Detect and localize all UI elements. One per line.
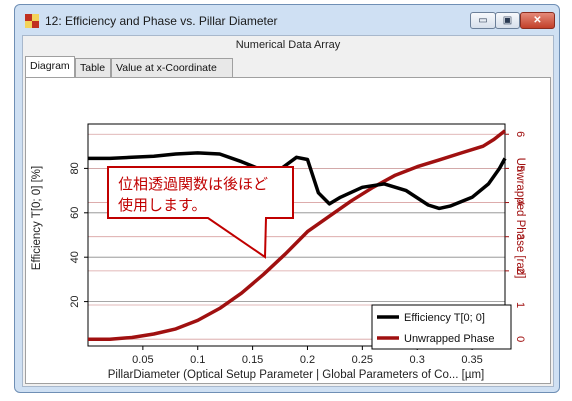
annotation-callout: 位相透過関数は後ほど 使用します。 xyxy=(107,166,294,259)
legend-label-efficiency: Efficiency T[0; 0] xyxy=(404,312,485,324)
x-tick-label: 0.05 xyxy=(132,354,153,366)
tab-value-at-x-coordinate[interactable]: Value at x-Coordinate xyxy=(111,58,233,77)
tab-table[interactable]: Table xyxy=(75,58,111,77)
right-tick-label: 2 xyxy=(514,268,526,274)
legend-box xyxy=(371,304,512,350)
x-tick-label: 0.25 xyxy=(352,354,373,366)
x-tick-label: 0.15 xyxy=(242,354,263,366)
x-tick-label: 0.1 xyxy=(190,354,205,366)
data-array-header: Numerical Data Array xyxy=(235,39,341,51)
x-tick-label: 0.2 xyxy=(300,354,315,366)
legend-label-unwrapped-phase: Unwrapped Phase xyxy=(404,333,495,345)
left-axis-ticks: 20 40 60 80 xyxy=(69,162,88,308)
tab-diagram[interactable]: Diagram xyxy=(25,56,75,77)
chart-legend: Efficiency T[0; 0] Unwrapped Phase xyxy=(371,304,512,350)
series-line-unwrapped-phase xyxy=(88,129,507,341)
close-button[interactable]: ✕ xyxy=(520,12,555,29)
x-axis-label: PillarDiameter (Optical Setup Parameter … xyxy=(108,369,484,381)
right-axis-label: Unwrapped Phase [rad] xyxy=(514,158,526,279)
chart-svg[interactable]: 0.05 0.1 0.15 0.2 0.25 0.3 0.35 20 40 60 80 0 1 2 3 4… xyxy=(26,78,550,383)
right-tick-label: 1 xyxy=(514,302,526,308)
left-tick-label: 80 xyxy=(69,162,81,174)
right-tick-label: 6 xyxy=(514,131,526,137)
left-axis-label: Efficiency T[0; 0] [%] xyxy=(31,166,43,270)
callout-bubble xyxy=(107,166,294,259)
right-tick-label: 0 xyxy=(514,336,526,342)
title-bar[interactable]: 12: Efficiency and Phase vs. Pillar Diam… xyxy=(15,5,559,35)
app-icon xyxy=(25,14,39,28)
plot-frame xyxy=(87,123,506,347)
maximize-button[interactable]: ▣ xyxy=(495,12,520,29)
x-axis-ticks: 0.05 0.1 0.15 0.2 0.25 0.3 0.35 xyxy=(132,346,483,366)
series-line-efficiency xyxy=(88,151,507,211)
window-title: 12: Efficiency and Phase vs. Pillar Diam… xyxy=(45,14,278,28)
right-tick-label: 5 xyxy=(514,165,526,171)
minimize-button[interactable]: ▭ xyxy=(470,12,496,29)
right-tick-label: 4 xyxy=(514,199,526,205)
left-tick-label: 60 xyxy=(69,207,81,219)
diagram-panel: 0.05 0.1 0.15 0.2 0.25 0.3 0.35 20 40 60 80 0 1 2 3 4… xyxy=(25,77,551,384)
callout-line-1: 位相透過関数は後ほど xyxy=(118,176,268,193)
left-tick-label: 40 xyxy=(69,251,81,263)
window-client-area: Numerical Data Array Diagram Table Value… xyxy=(22,35,554,387)
x-tick-label: 0.35 xyxy=(461,354,482,366)
chart-window: 12: Efficiency and Phase vs. Pillar Diam… xyxy=(14,4,560,393)
right-tick-label: 3 xyxy=(514,234,526,240)
callout-line-2: 使用します。 xyxy=(118,197,207,214)
x-tick-label: 0.3 xyxy=(410,354,425,366)
left-tick-label: 20 xyxy=(69,295,81,307)
